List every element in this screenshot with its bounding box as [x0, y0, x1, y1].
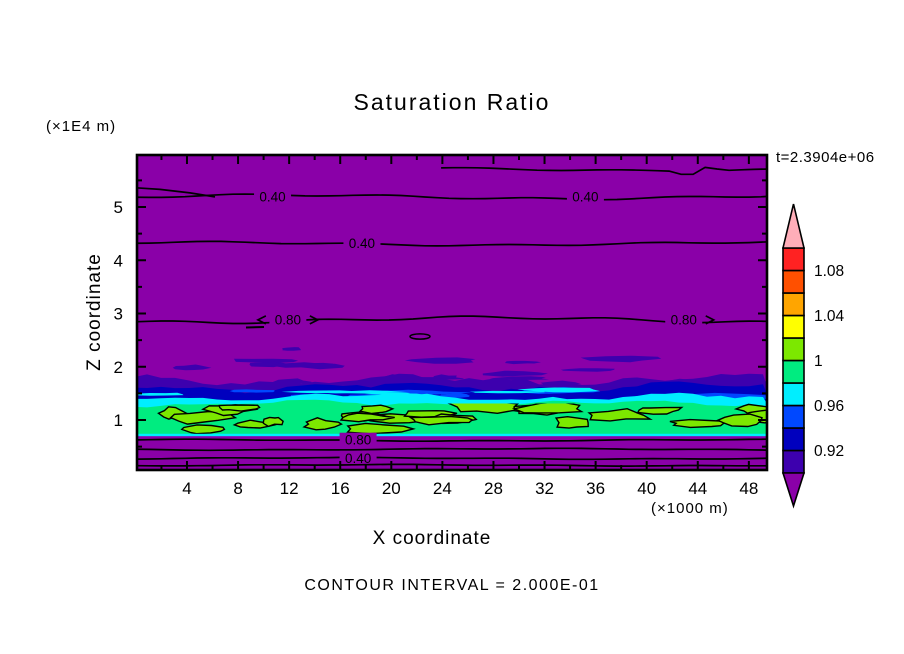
svg-text:16: 16	[331, 479, 350, 498]
svg-text:1.08: 1.08	[814, 263, 844, 280]
svg-text:3: 3	[114, 305, 123, 324]
svg-text:44: 44	[688, 479, 707, 498]
time-annotation: t=2.3904e+06	[776, 149, 875, 166]
svg-text:0.40: 0.40	[572, 189, 598, 204]
svg-text:0.96: 0.96	[814, 398, 844, 415]
svg-text:1: 1	[114, 411, 123, 430]
svg-text:4: 4	[114, 251, 123, 270]
svg-text:0.80: 0.80	[345, 433, 371, 448]
figure-title: Saturation Ratio	[353, 89, 551, 115]
svg-text:0.80: 0.80	[275, 312, 301, 327]
svg-text:8: 8	[233, 479, 242, 498]
svg-text:5: 5	[114, 198, 123, 217]
svg-text:0.40: 0.40	[259, 189, 285, 204]
x-axis-title: X coordinate	[372, 528, 492, 549]
svg-text:0.40: 0.40	[349, 236, 375, 251]
svg-text:0.40: 0.40	[345, 451, 371, 466]
svg-text:2: 2	[114, 358, 123, 377]
svg-text:1: 1	[814, 353, 823, 370]
colorbar: 0.92 0.96 1 1.04 1.08	[781, 203, 845, 509]
svg-text:32: 32	[535, 479, 554, 498]
svg-text:40: 40	[637, 479, 656, 498]
svg-text:1.04: 1.04	[814, 308, 845, 325]
svg-text:24: 24	[433, 479, 452, 498]
svg-text:20: 20	[382, 479, 401, 498]
svg-text:12: 12	[280, 479, 299, 498]
svg-text:48: 48	[739, 479, 758, 498]
y-axis-unit: (×1E4 m)	[46, 118, 117, 135]
x-axis-unit: (×1000 m)	[651, 500, 729, 517]
svg-text:36: 36	[586, 479, 605, 498]
svg-text:28: 28	[484, 479, 503, 498]
contour-interval-note: CONTOUR INTERVAL = 2.000E-01	[304, 577, 600, 594]
svg-text:0.80: 0.80	[671, 312, 697, 327]
svg-text:0.92: 0.92	[814, 443, 844, 460]
svg-text:4: 4	[182, 479, 191, 498]
